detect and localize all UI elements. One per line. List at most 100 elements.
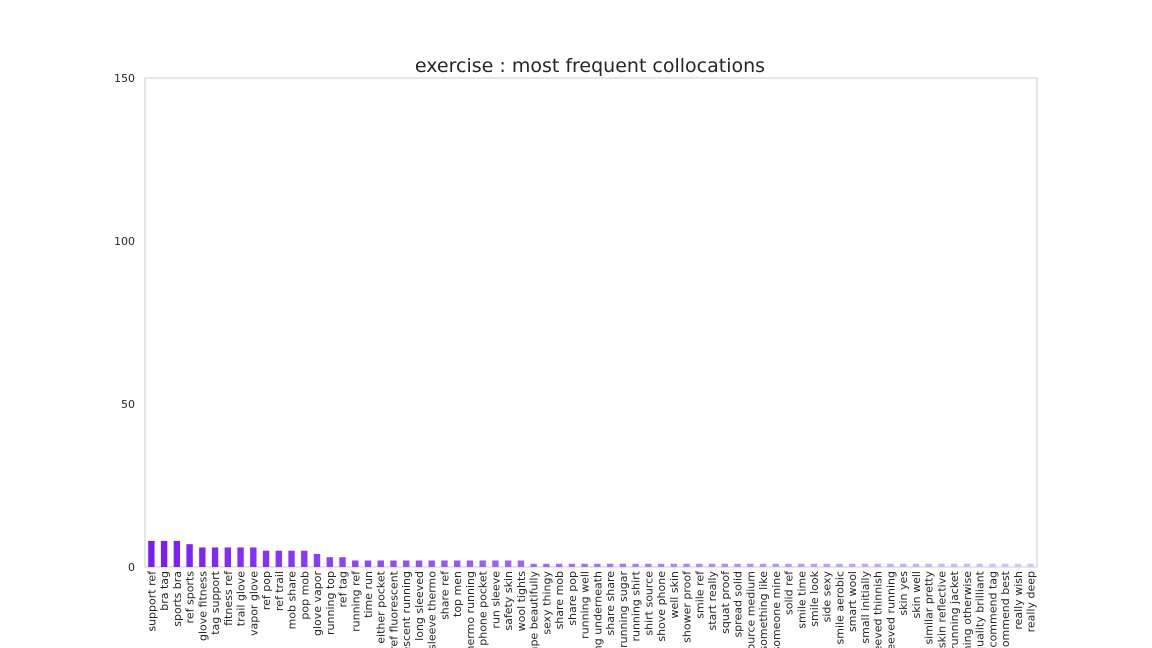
bar [250, 547, 257, 567]
y-tick-label: 0 [128, 561, 135, 574]
bar [492, 560, 499, 567]
bar [568, 563, 576, 567]
bar [606, 563, 614, 567]
bar [1001, 563, 1009, 567]
bar [275, 550, 282, 567]
x-tick-label: shove phone [655, 571, 668, 642]
x-tick-label: solid ref [783, 570, 796, 615]
bar [594, 563, 601, 567]
x-tick-label: run sleeve [489, 571, 502, 629]
x-tick-label: safety skin [502, 571, 515, 631]
bars [148, 540, 1034, 567]
bar [390, 560, 397, 567]
x-tick-label: smile ref [693, 570, 706, 619]
bar [415, 560, 423, 567]
bar [313, 553, 321, 567]
x-tick-label: support ref [145, 570, 158, 632]
x-tick-label: sports bra [171, 571, 184, 627]
y-tick-label: 150 [114, 72, 135, 85]
x-tick-label: side sexy [821, 571, 834, 623]
x-tick-label: start really [706, 571, 719, 631]
x-tick-label: share pop [566, 571, 579, 626]
x-tick-label: share ref [438, 570, 451, 620]
bar [237, 547, 244, 567]
bar [199, 547, 206, 567]
x-tick-label: running top [324, 571, 337, 635]
x-tick-label: squat proof [719, 570, 732, 634]
bar [810, 563, 818, 567]
x-tick-label: ource medium [744, 571, 757, 648]
x-tick-label: sexy thingy [540, 571, 553, 635]
bar [619, 563, 627, 567]
x-tick-label: tag support [209, 570, 222, 634]
x-tick-label: something like [757, 571, 770, 648]
x-tick-label: well skin [668, 571, 681, 619]
bar [262, 550, 270, 567]
x-tick-label: ref trail [273, 571, 286, 611]
x-tick-label: bra tag [158, 571, 171, 611]
x-tick-label: commend best [999, 570, 1012, 648]
x-tick-label: top men [451, 571, 464, 617]
bar [912, 563, 920, 567]
x-tick-label: skin reflective [935, 571, 948, 648]
bar [454, 560, 461, 567]
x-tick-label: small initially [859, 571, 872, 644]
bar [504, 560, 512, 567]
bar [148, 540, 155, 567]
bar [645, 563, 652, 567]
bar [861, 563, 869, 567]
x-tick-label: skin yes [897, 571, 910, 616]
bar [976, 563, 983, 567]
bar [186, 544, 193, 567]
bar [364, 560, 372, 567]
bar [874, 563, 881, 567]
bar [696, 563, 703, 567]
x-axis: support ref bra tag sports bra ref sports gl… [145, 570, 1037, 648]
y-tick-label: 50 [121, 398, 135, 411]
bar [301, 550, 308, 567]
bar [989, 563, 996, 567]
bar [963, 563, 971, 567]
bar [288, 550, 295, 567]
bar [747, 563, 754, 567]
bar [211, 547, 219, 567]
bar [900, 563, 907, 567]
bar [160, 540, 168, 567]
x-tick-label: ref sports [184, 571, 197, 624]
x-tick-label: running shirt [630, 570, 643, 641]
x-tick-label: fitness ref [222, 570, 235, 626]
bar [950, 563, 958, 567]
bar [479, 560, 486, 567]
x-tick-label: really deep [1025, 571, 1038, 632]
bar [721, 563, 728, 567]
x-tick-label: shirt source [642, 571, 655, 636]
x-tick-label: sleeve thermo [426, 571, 439, 648]
bar [517, 560, 525, 567]
x-tick-label: ape beautifully [528, 571, 541, 648]
x-tick-label: quality brilliant [974, 570, 987, 648]
bar [938, 563, 945, 567]
bar [530, 563, 537, 567]
bar [823, 563, 830, 567]
x-tick-label: someone mine [770, 571, 783, 648]
bar [759, 563, 767, 567]
x-tick-label: eeved thinnish [872, 571, 885, 648]
bar [377, 560, 384, 567]
x-tick-label: escent running [400, 571, 413, 648]
x-tick-label: running well [579, 571, 592, 639]
bar [466, 560, 474, 567]
x-tick-label: ref tag [337, 571, 350, 607]
bar [632, 563, 639, 567]
bar [224, 547, 232, 567]
x-tick-label: really wish [1012, 571, 1025, 630]
bar [657, 563, 665, 567]
bar [887, 563, 894, 567]
bar [403, 560, 410, 567]
x-tick-label: ning otherwise [961, 571, 974, 648]
x-tick-label: wool tights [515, 571, 528, 632]
bar [555, 563, 563, 567]
bar [441, 560, 448, 567]
x-tick-label: skin well [910, 571, 923, 619]
x-tick-label: similar pretty [923, 571, 936, 645]
